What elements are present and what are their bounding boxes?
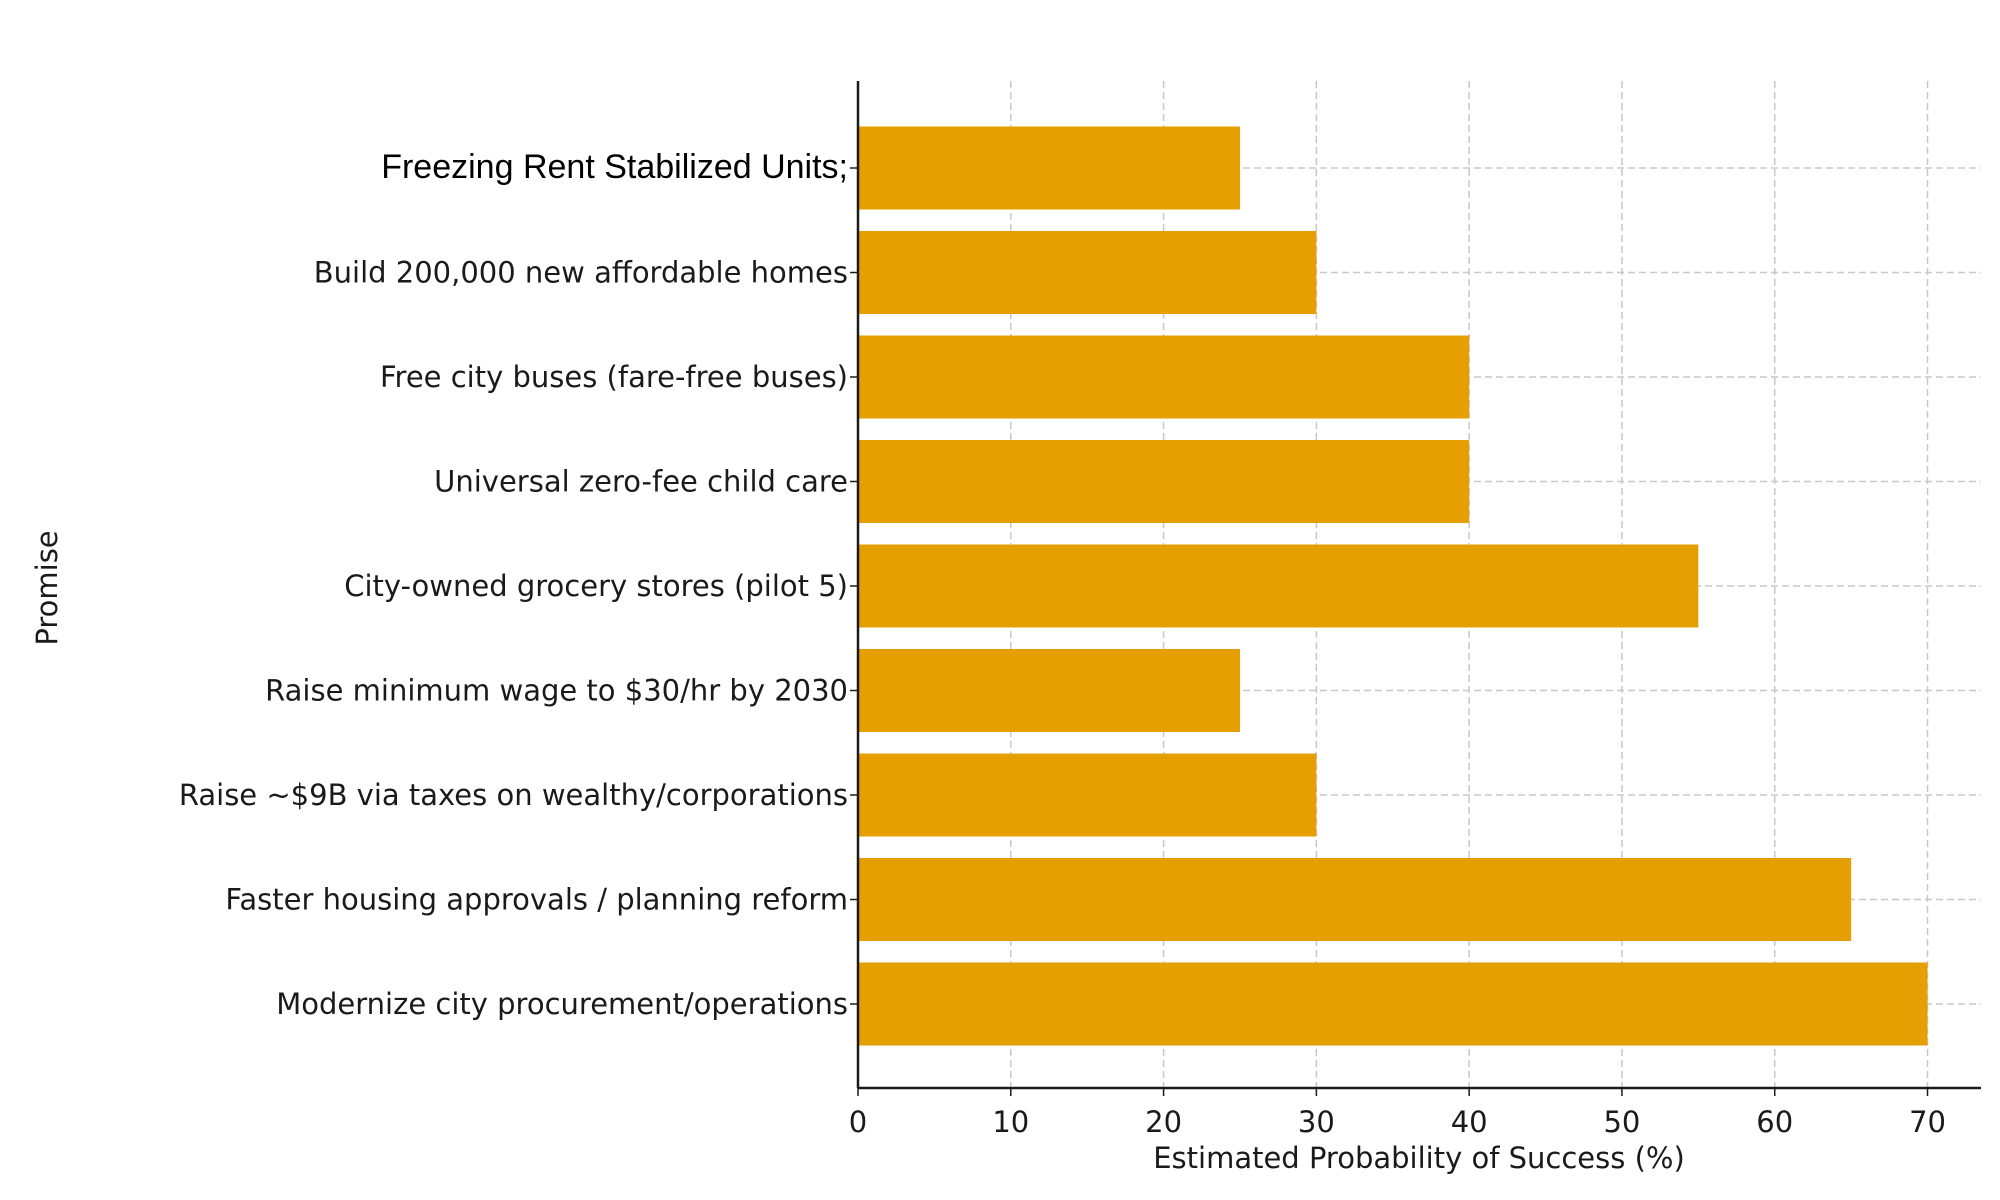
bar: [858, 649, 1240, 732]
y-tick-label: City-owned grocery stores (pilot 5): [344, 569, 848, 603]
y-tick-label: Faster housing approvals / planning refo…: [225, 883, 848, 917]
x-tick-label: 0: [849, 1105, 867, 1139]
bar: [858, 962, 1928, 1046]
x-tick-label: 50: [1603, 1105, 1640, 1139]
y-tick-label: Freezing Rent Stabilized Units;: [381, 148, 848, 186]
bar: [858, 335, 1470, 419]
x-tick-label: 70: [1909, 1105, 1946, 1139]
bar: [858, 440, 1470, 523]
x-tick-label: 40: [1451, 1105, 1488, 1139]
y-tick-label: Build 200,000 new affordable homes: [314, 256, 848, 290]
axes: 0 10 20 30 40 50 60 70 Freezing Rent Stabilized …: [179, 81, 1981, 1139]
y-tick-label: Modernize city procurement/operations: [276, 987, 848, 1021]
bar: [858, 126, 1240, 210]
x-axis-label: Estimated Probability of Success (%): [1153, 1141, 1685, 1175]
x-tick-label: 30: [1298, 1105, 1335, 1139]
bar: [858, 858, 1852, 941]
bars: [858, 126, 1928, 1046]
bar: [858, 231, 1317, 314]
x-tick-label: 10: [992, 1105, 1029, 1139]
x-tick-label: 60: [1756, 1105, 1793, 1139]
bar: [858, 544, 1699, 628]
y-axis-label: Promise: [30, 530, 64, 645]
x-tick-label: 20: [1145, 1105, 1182, 1139]
y-tick-label: Raise minimum wage to $30/hr by 2030: [265, 674, 848, 708]
bar: [858, 753, 1317, 837]
y-tick-label: Free city buses (fare-free buses): [380, 360, 848, 394]
y-tick-label: Raise ~$9B via taxes on wealthy/corporat…: [179, 778, 848, 812]
y-tick-label: Universal zero-fee child care: [434, 465, 848, 499]
